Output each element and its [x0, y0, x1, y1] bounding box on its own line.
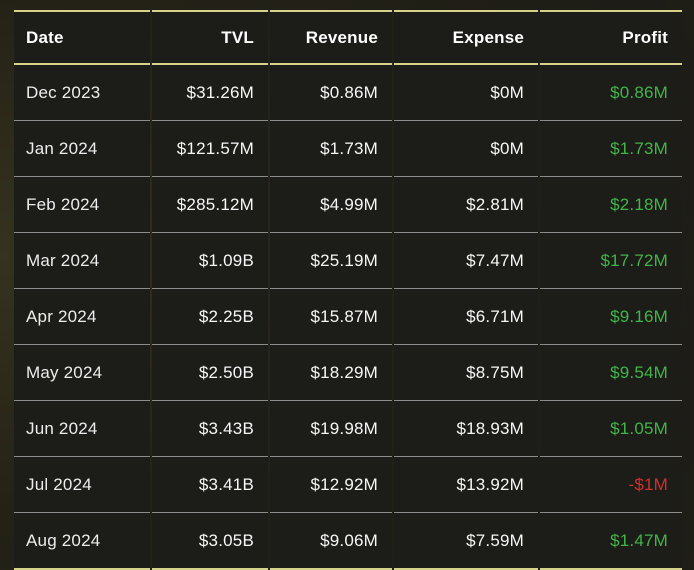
table-row: Dec 2023 $31.26M $0.86M $0M $0.86M: [14, 65, 682, 120]
cell-revenue: $18.29M: [270, 344, 392, 400]
cell-tvl: $121.57M: [152, 120, 268, 176]
cell-date: Apr 2024: [14, 288, 150, 344]
cell-profit: $0.86M: [540, 65, 682, 120]
cell-tvl: $3.43B: [152, 400, 268, 456]
table-body: Dec 2023 $31.26M $0.86M $0M $0.86M Jan 2024 $1…: [14, 65, 682, 570]
cell-date: Aug 2024: [14, 512, 150, 570]
table-row: Jun 2024 $3.43B $19.98M $18.93M $1.05M: [14, 400, 682, 456]
table-header: Date TVL Revenue Expense Profit: [14, 10, 682, 65]
cell-date: Dec 2023: [14, 65, 150, 120]
column-header-date: Date: [14, 10, 150, 65]
table-row: Apr 2024 $2.25B $15.87M $6.71M $9.16M: [14, 288, 682, 344]
table-row: Mar 2024 $1.09B $25.19M $7.47M $17.72M: [14, 232, 682, 288]
cell-tvl: $31.26M: [152, 65, 268, 120]
cell-tvl: $2.50B: [152, 344, 268, 400]
cell-profit: $1.05M: [540, 400, 682, 456]
column-header-expense: Expense: [394, 10, 538, 65]
cell-date: Mar 2024: [14, 232, 150, 288]
cell-expense: $7.47M: [394, 232, 538, 288]
cell-date: Jan 2024: [14, 120, 150, 176]
cell-expense: $0M: [394, 120, 538, 176]
cell-revenue: $19.98M: [270, 400, 392, 456]
table-row: Jan 2024 $121.57M $1.73M $0M $1.73M: [14, 120, 682, 176]
column-header-profit: Profit: [540, 10, 682, 65]
cell-revenue: $12.92M: [270, 456, 392, 512]
cell-expense: $2.81M: [394, 176, 538, 232]
cell-date: Jul 2024: [14, 456, 150, 512]
header-row: Date TVL Revenue Expense Profit: [14, 10, 682, 65]
monthly-metrics-panel: Date TVL Revenue Expense Profit Dec 2023…: [12, 10, 684, 570]
cell-revenue: $25.19M: [270, 232, 392, 288]
cell-tvl: $1.09B: [152, 232, 268, 288]
cell-profit: $1.73M: [540, 120, 682, 176]
metrics-table: Date TVL Revenue Expense Profit Dec 2023…: [12, 10, 684, 570]
table-row: Jul 2024 $3.41B $12.92M $13.92M -$1M: [14, 456, 682, 512]
cell-profit: $2.18M: [540, 176, 682, 232]
cell-date: May 2024: [14, 344, 150, 400]
cell-profit: $17.72M: [540, 232, 682, 288]
cell-profit: $1.47M: [540, 512, 682, 570]
cell-tvl: $285.12M: [152, 176, 268, 232]
table-row: Feb 2024 $285.12M $4.99M $2.81M $2.18M: [14, 176, 682, 232]
cell-profit: $9.16M: [540, 288, 682, 344]
cell-expense: $0M: [394, 65, 538, 120]
cell-profit: $9.54M: [540, 344, 682, 400]
cell-expense: $7.59M: [394, 512, 538, 570]
column-header-revenue: Revenue: [270, 10, 392, 65]
table-row: Aug 2024 $3.05B $9.06M $7.59M $1.47M: [14, 512, 682, 570]
cell-revenue: $1.73M: [270, 120, 392, 176]
cell-expense: $6.71M: [394, 288, 538, 344]
cell-expense: $8.75M: [394, 344, 538, 400]
cell-tvl: $3.05B: [152, 512, 268, 570]
cell-revenue: $15.87M: [270, 288, 392, 344]
cell-revenue: $9.06M: [270, 512, 392, 570]
cell-revenue: $4.99M: [270, 176, 392, 232]
table-row: May 2024 $2.50B $18.29M $8.75M $9.54M: [14, 344, 682, 400]
cell-tvl: $2.25B: [152, 288, 268, 344]
column-header-tvl: TVL: [152, 10, 268, 65]
cell-profit: -$1M: [540, 456, 682, 512]
cell-expense: $18.93M: [394, 400, 538, 456]
cell-revenue: $0.86M: [270, 65, 392, 120]
cell-date: Jun 2024: [14, 400, 150, 456]
cell-tvl: $3.41B: [152, 456, 268, 512]
cell-expense: $13.92M: [394, 456, 538, 512]
cell-date: Feb 2024: [14, 176, 150, 232]
